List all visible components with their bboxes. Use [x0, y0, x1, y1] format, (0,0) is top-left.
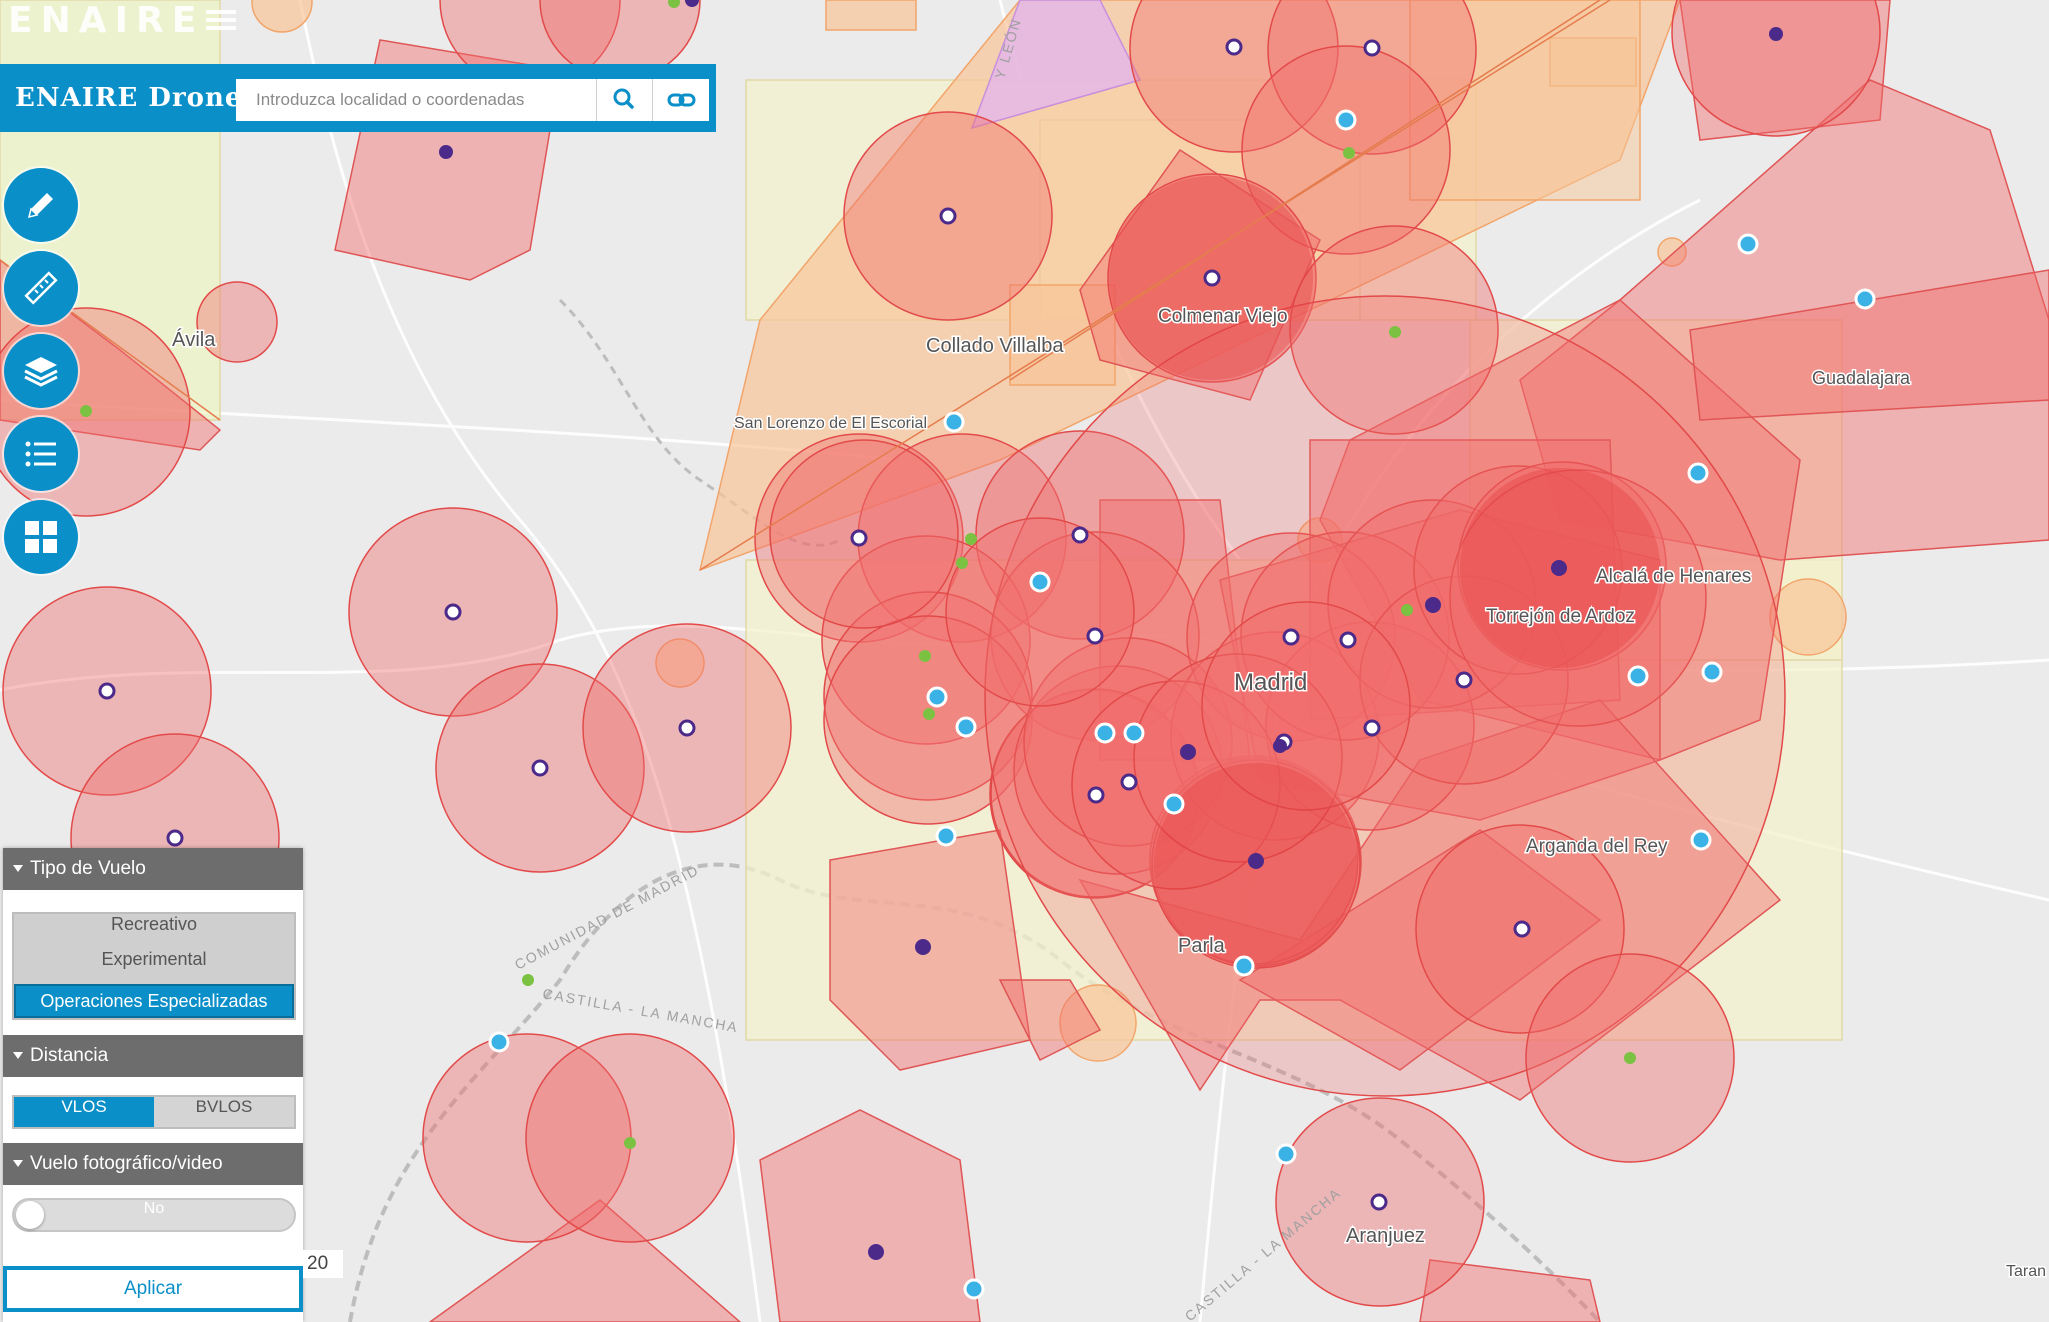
link-icon [667, 93, 696, 107]
caret-down-icon [13, 865, 23, 872]
switch-knob [16, 1201, 44, 1229]
caret-down-icon [13, 1052, 23, 1059]
scale-bar-fragment: 20 [303, 1250, 343, 1278]
photo-video-value: No [143, 1200, 165, 1217]
option-vlos[interactable]: VLOS [14, 1097, 154, 1127]
label-colmenar: Colmenar Viejo [1158, 306, 1288, 327]
measure-tool-button[interactable] [4, 251, 78, 325]
list-icon [25, 441, 56, 467]
search-input[interactable] [236, 79, 591, 121]
filter-panel: Tipo de Vuelo Recreativo Experimental Op… [3, 848, 303, 1322]
photo-video-switch[interactable]: No [12, 1198, 296, 1232]
distance-header[interactable]: Distancia [3, 1035, 303, 1077]
basemap-tool-button[interactable] [4, 500, 78, 574]
flight-type-header[interactable]: Tipo de Vuelo [3, 848, 303, 890]
apply-button[interactable]: Aplicar [3, 1266, 303, 1312]
label-arganda: Arganda del Rey [1526, 836, 1668, 857]
purple-zone [970, 0, 1142, 130]
distance-title: Distancia [30, 1045, 109, 1066]
option-operaciones-especializadas[interactable]: Operaciones Especializadas [14, 984, 294, 1018]
heliport-markers [488, 109, 1876, 1300]
app-title: ENAIRE Drones [15, 83, 259, 113]
draw-tool-button[interactable] [4, 168, 78, 242]
label-madrid: Madrid [1234, 669, 1307, 696]
label-aranjuez: Aranjuez [1346, 1225, 1425, 1247]
link-button[interactable] [652, 79, 710, 121]
label-alcala: Alcalá de Henares [1596, 566, 1751, 587]
distance-toggle: VLOS BVLOS [12, 1095, 296, 1129]
flight-type-group: Recreativo Experimental Operaciones Espe… [12, 912, 296, 1020]
search-box [236, 79, 709, 121]
ruler-icon [24, 271, 58, 305]
search-button[interactable] [596, 79, 653, 121]
place-labels: Ávila Collado Villalba San Lorenzo de El… [171, 305, 2048, 1282]
app-header: ENAIRE Drones [0, 64, 716, 132]
photo-video-header[interactable]: Vuelo fotográfico/video [3, 1143, 303, 1185]
label-guadalajara: Guadalajara [1812, 368, 1911, 388]
search-icon [613, 88, 634, 109]
green-markers [80, 0, 1636, 1149]
flight-type-title: Tipo de Vuelo [30, 858, 146, 879]
label-parla: Parla [1178, 935, 1226, 957]
grid-icon [25, 521, 57, 553]
pencil-icon [27, 193, 53, 219]
caret-down-icon [13, 1160, 23, 1167]
label-avila: Ávila [172, 328, 216, 351]
option-recreativo[interactable]: Recreativo [110, 914, 198, 934]
legend-tool-button[interactable] [4, 417, 78, 491]
label-san-lorenzo: San Lorenzo de El Escorial [734, 415, 927, 432]
option-experimental[interactable]: Experimental [101, 949, 207, 969]
purple-markers [98, 0, 1783, 1260]
hamburger-menu-icon[interactable] [206, 6, 236, 34]
label-collado: Collado Villalba [926, 335, 1064, 357]
region-boundary-north [558, 298, 841, 547]
option-bvlos[interactable]: BVLOS [195, 1097, 253, 1116]
label-torrejon: Torrejón de Ardoz [1486, 606, 1635, 627]
photo-video-title: Vuelo fotográfico/video [30, 1153, 223, 1174]
layers-icon [24, 357, 58, 387]
enaire-brand-logo: ENAIRE [8, 0, 205, 41]
layers-tool-button[interactable] [4, 334, 78, 408]
label-taran: Taran [2006, 1263, 2046, 1280]
